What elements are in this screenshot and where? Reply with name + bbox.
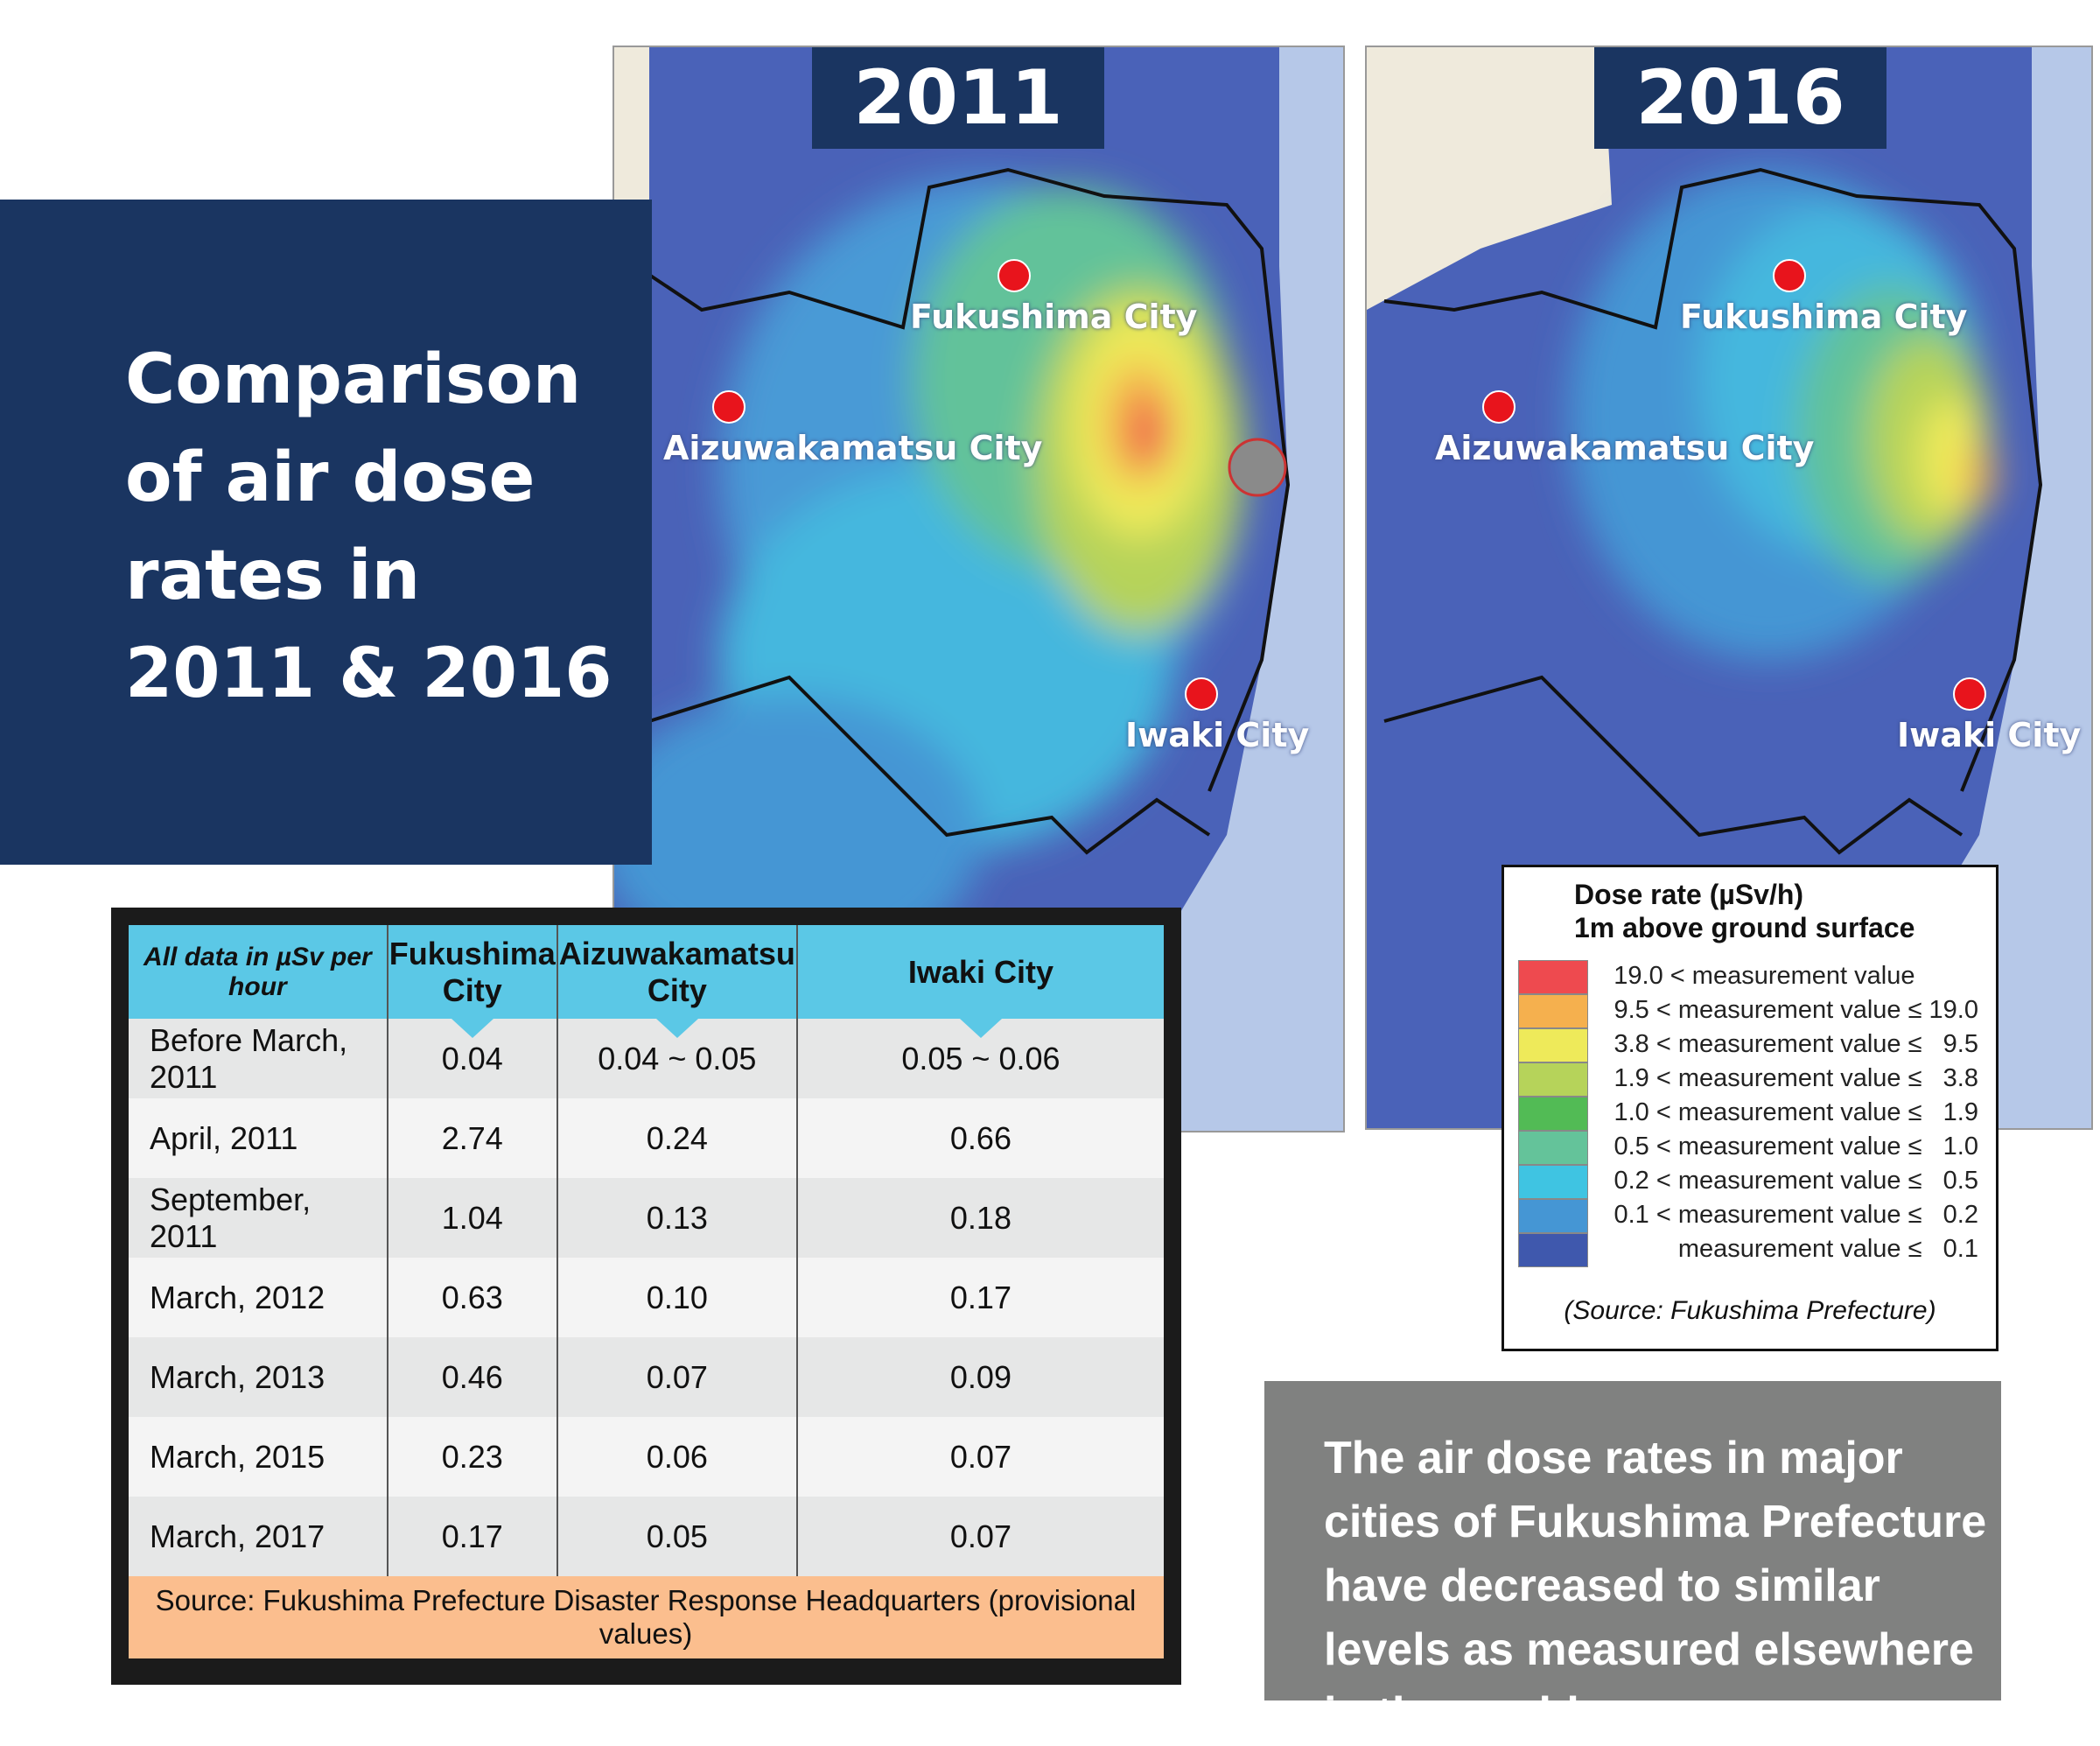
- row-label: April, 2011: [129, 1098, 388, 1178]
- title-panel: Comparison of air dose rates in 2011 & 2…: [0, 200, 652, 865]
- column-header-label: All data in µSv per hour: [144, 942, 372, 1001]
- table-cell: 0.23: [386, 1417, 557, 1497]
- legend-title-line1: Dose rate (µSv/h): [1574, 879, 1804, 910]
- legend-title-line2: 1m above ground surface: [1574, 912, 1915, 943]
- summary-text: The air dose rates in major cities of Fu…: [1324, 1433, 1987, 1739]
- table-cell: 0.05: [556, 1497, 797, 1576]
- column-header: Fukushima City: [386, 925, 557, 1038]
- legend-label: 19.0 < measurement value: [1614, 962, 1978, 990]
- legend-swatch: [1518, 1199, 1588, 1233]
- iwaki-city-label: Iwaki City: [1125, 716, 1310, 754]
- legend-item: 0.1 < measurement value ≤ 0.2: [1518, 1199, 1991, 1233]
- legend-item: 9.5 < measurement value ≤ 19.0: [1518, 994, 1991, 1028]
- legend-source: (Source: Fukushima Prefecture): [1564, 1296, 1936, 1325]
- table-cell: 0.09: [795, 1337, 1164, 1417]
- legend-label: 9.5 < measurement value ≤ 19.0: [1614, 996, 1978, 1024]
- column-header-label: Fukushima City: [388, 935, 556, 1008]
- legend-title: Dose rate (µSv/h) 1m above ground surfac…: [1574, 878, 1914, 944]
- table-row: March, 2012 0.63 0.10 0.17: [129, 1258, 1164, 1337]
- iwaki-city-label: Iwaki City: [1897, 716, 2082, 754]
- fukushima-city-label: Fukushima City: [910, 298, 1198, 336]
- table-cell: 0.10: [556, 1258, 797, 1337]
- year-label-2016: 2016: [1594, 47, 1886, 149]
- dose-rate-table: All data in µSv per hour Fukushima City Ai…: [129, 925, 1164, 1658]
- legend-swatch: [1518, 1097, 1588, 1131]
- column-header: Aizuwakamatsu City: [556, 925, 797, 1038]
- legend-item: 1.9 < measurement value ≤ 3.8: [1518, 1062, 1991, 1097]
- table-cell: 0.46: [386, 1337, 557, 1417]
- table-cell: 0.07: [795, 1417, 1164, 1497]
- column-header: All data in µSv per hour: [129, 925, 388, 1019]
- column-header-label: Aizuwakamatsu City: [558, 935, 795, 1008]
- table-cell: 0.66: [795, 1098, 1164, 1178]
- header-pointer-icon: [451, 1019, 494, 1038]
- aizuwakamatsu-city-label: Aizuwakamatsu City: [663, 429, 1043, 467]
- legend-swatch: [1518, 1233, 1588, 1267]
- fukushima-city-marker: [998, 259, 1031, 292]
- column-header-label: Iwaki City: [907, 953, 1054, 990]
- table-row: March, 2017 0.17 0.05 0.07: [129, 1497, 1164, 1576]
- table-cell: 2.74: [386, 1098, 557, 1178]
- legend-swatch: [1518, 1062, 1588, 1097]
- table-cell: 0.63: [386, 1258, 557, 1337]
- table-cell: 0.18: [795, 1178, 1164, 1258]
- year-label-2011: 2011: [812, 47, 1104, 149]
- legend-swatch: [1518, 994, 1588, 1028]
- legend-item: measurement value ≤ 0.1: [1518, 1233, 1991, 1267]
- summary-note: The air dose rates in major cities of Fu…: [1264, 1381, 2001, 1739]
- legend-label: 0.5 < measurement value ≤ 1.0: [1614, 1132, 1978, 1160]
- header-pointer-icon: [959, 1019, 1002, 1038]
- aizuwakamatsu-city-marker: [712, 390, 746, 424]
- table-row: Before March, 2011 0.04 0.04 ~ 0.05 0.05 ~ …: [129, 1019, 1164, 1098]
- legend-swatch: [1518, 960, 1588, 994]
- aizuwakamatsu-city-marker: [1482, 390, 1516, 424]
- legend-item: 0.2 < measurement value ≤ 0.5: [1518, 1165, 1991, 1199]
- table-row: September, 2011 1.04 0.13 0.18: [129, 1178, 1164, 1258]
- table-row: April, 2011 2.74 0.24 0.66: [129, 1098, 1164, 1178]
- fukushima-city-marker: [1773, 259, 1806, 292]
- legend-item: 19.0 < measurement value: [1518, 960, 1991, 994]
- legend-label: 0.1 < measurement value ≤ 0.2: [1614, 1201, 1978, 1229]
- legend-label: 1.9 < measurement value ≤ 3.8: [1614, 1064, 1978, 1092]
- table-row: March, 2015 0.23 0.06 0.07: [129, 1417, 1164, 1497]
- column-header: Iwaki City: [795, 925, 1164, 1038]
- table-source-row: Source: Fukushima Prefecture Disaster Re…: [129, 1576, 1164, 1658]
- legend-item: 1.0 < measurement value ≤ 1.9: [1518, 1097, 1991, 1131]
- legend-swatch: [1518, 1131, 1588, 1165]
- row-label: March, 2013: [129, 1337, 388, 1417]
- table-header-row: All data in µSv per hour Fukushima City Ai…: [129, 925, 1164, 1038]
- legend-label: 0.2 < measurement value ≤ 0.5: [1614, 1167, 1978, 1195]
- row-label: March, 2012: [129, 1258, 388, 1337]
- row-label: Before March, 2011: [129, 1019, 388, 1098]
- table-cell: 0.24: [556, 1098, 797, 1178]
- table-cell: 0.17: [386, 1497, 557, 1576]
- table-cell: 0.07: [556, 1337, 797, 1417]
- iwaki-city-marker: [1185, 677, 1218, 711]
- table-row: March, 2013 0.46 0.07 0.09: [129, 1337, 1164, 1417]
- iwaki-city-marker: [1953, 677, 1986, 711]
- row-label: September, 2011: [129, 1178, 388, 1258]
- row-label: March, 2015: [129, 1417, 388, 1497]
- table-cell: 0.06: [556, 1417, 797, 1497]
- table-cell: 1.04: [386, 1178, 557, 1258]
- aizuwakamatsu-city-label: Aizuwakamatsu City: [1435, 429, 1815, 467]
- legend-swatch: [1518, 1028, 1588, 1062]
- legend-item: 0.5 < measurement value ≤ 1.0: [1518, 1131, 1991, 1165]
- table-cell: 0.13: [556, 1178, 797, 1258]
- legend-label: 3.8 < measurement value ≤ 9.5: [1614, 1030, 1978, 1058]
- legend-label: 1.0 < measurement value ≤ 1.9: [1614, 1098, 1978, 1126]
- header-pointer-icon: [655, 1019, 698, 1038]
- row-label: March, 2017: [129, 1497, 388, 1576]
- page-title: Comparison of air dose rates in 2011 & 2…: [125, 340, 612, 713]
- table-cell: 0.07: [795, 1497, 1164, 1576]
- table-source: Source: Fukushima Prefecture Disaster Re…: [129, 1576, 1164, 1658]
- dose-rate-legend: Dose rate (µSv/h) 1m above ground surfac…: [1502, 865, 1998, 1351]
- dose-table-panel: All data in µSv per hour Fukushima City Ai…: [111, 908, 1181, 1685]
- legend-label: measurement value ≤ 0.1: [1677, 1235, 1978, 1263]
- table-cell: 0.17: [795, 1258, 1164, 1337]
- legend-swatch: [1518, 1165, 1588, 1199]
- fukushima-city-label: Fukushima City: [1680, 298, 1968, 336]
- legend-item: 3.8 < measurement value ≤ 9.5: [1518, 1028, 1991, 1062]
